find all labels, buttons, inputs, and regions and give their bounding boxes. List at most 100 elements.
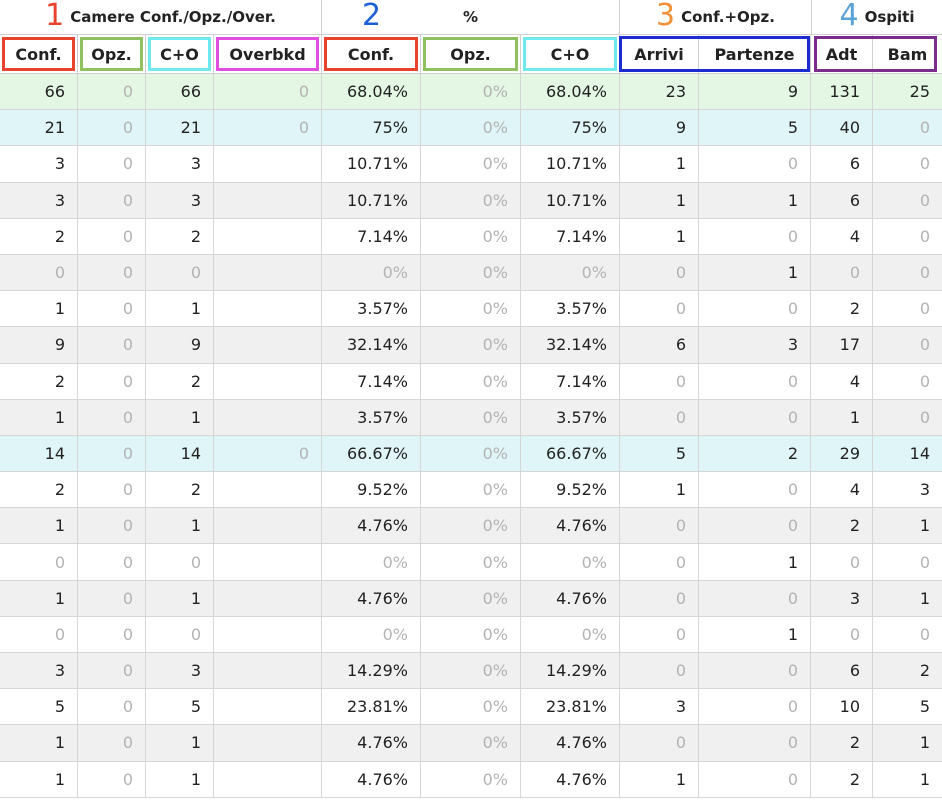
table-row[interactable]: 1 0 1 4.76% 0% 4.76% 0 0 2 1 bbox=[0, 725, 942, 762]
table-cell-bam[interactable]: 1 bbox=[919, 588, 930, 608]
table-cell-adt[interactable]: 131 bbox=[811, 74, 873, 110]
table-cell-co[interactable]: 21 bbox=[146, 110, 214, 146]
table-cell-co[interactable]: 5 bbox=[146, 689, 214, 725]
table-row[interactable]: 14 0 14 0 66.67% 0% 66.67% 5 2 29 14 bbox=[0, 435, 942, 473]
table-cell-bam[interactable]: 0 bbox=[919, 118, 930, 138]
table-cell-bam[interactable]: 0 bbox=[919, 335, 930, 355]
table-cell-bam[interactable]: 0 bbox=[919, 154, 930, 174]
table-cell-partenze[interactable]: 1 bbox=[699, 254, 811, 291]
table-cell-overbkd[interactable] bbox=[214, 689, 322, 725]
table-cell-conf[interactable]: 9 bbox=[0, 327, 78, 363]
table-cell-opz[interactable]: 0 bbox=[78, 725, 146, 761]
table-cell-bam[interactable]: 25 bbox=[909, 82, 930, 102]
table-cell-bam[interactable]: 5 bbox=[919, 697, 930, 717]
table-cell-pconf[interactable]: 4.76% bbox=[322, 761, 421, 797]
table-cell-pconf[interactable]: 66.67% bbox=[322, 435, 421, 472]
table-cell-opz[interactable]: 0 bbox=[78, 689, 146, 725]
table-cell-pco[interactable]: 66.67% bbox=[521, 435, 620, 472]
table-cell-pconf[interactable]: 0% bbox=[322, 544, 421, 580]
table-cell-popz[interactable]: 0% bbox=[421, 544, 521, 580]
table-cell-overbkd[interactable] bbox=[214, 146, 322, 182]
table-cell-popz[interactable]: 0% bbox=[421, 146, 521, 182]
column-header-co[interactable]: C+O bbox=[146, 35, 214, 73]
table-cell-opz[interactable]: 0 bbox=[78, 110, 146, 146]
table-cell-arrivi[interactable]: 1 bbox=[620, 472, 699, 508]
table-cell-opz[interactable]: 0 bbox=[78, 399, 146, 435]
table-cell-overbkd[interactable] bbox=[214, 363, 322, 399]
table-cell-adt[interactable]: 4 bbox=[811, 472, 873, 508]
table-cell-partenze[interactable]: 0 bbox=[699, 291, 811, 327]
table-cell-bam[interactable]: 3 bbox=[919, 480, 930, 500]
table-cell-conf[interactable]: 1 bbox=[0, 761, 78, 797]
table-cell-partenze[interactable]: 2 bbox=[699, 435, 811, 472]
table-cell-conf[interactable]: 0 bbox=[0, 544, 78, 580]
table-cell-conf[interactable]: 2 bbox=[0, 363, 78, 399]
table-cell-overbkd[interactable] bbox=[214, 616, 322, 652]
table-cell-opz[interactable]: 0 bbox=[78, 435, 146, 472]
table-cell-partenze[interactable]: 0 bbox=[699, 363, 811, 399]
table-cell-conf[interactable]: 0 bbox=[0, 254, 78, 291]
table-cell-arrivi[interactable]: 23 bbox=[620, 74, 699, 110]
table-cell-pco[interactable]: 4.76% bbox=[521, 761, 620, 797]
table-cell-pco[interactable]: 4.76% bbox=[521, 508, 620, 544]
table-cell-co[interactable]: 0 bbox=[146, 544, 214, 580]
column-header-popz[interactable]: Opz. bbox=[421, 35, 521, 73]
table-cell-overbkd[interactable] bbox=[214, 291, 322, 327]
table-cell-co[interactable]: 0 bbox=[146, 616, 214, 652]
table-cell-co[interactable]: 2 bbox=[146, 472, 214, 508]
table-cell-bam[interactable]: 0 bbox=[919, 624, 930, 644]
table-cell-arrivi[interactable]: 0 bbox=[620, 291, 699, 327]
table-row[interactable]: 5 0 5 23.81% 0% 23.81% 3 0 10 5 bbox=[0, 689, 942, 726]
table-cell-partenze[interactable]: 0 bbox=[699, 472, 811, 508]
table-cell-adt[interactable]: 4 bbox=[811, 218, 873, 254]
table-row[interactable]: 1 0 1 4.76% 0% 4.76% 0 0 2 1 bbox=[0, 508, 942, 545]
table-cell-partenze[interactable]: 9 bbox=[699, 74, 811, 110]
table-cell-arrivi[interactable]: 0 bbox=[620, 399, 699, 435]
table-cell-adt[interactable]: 0 bbox=[811, 254, 873, 291]
table-cell-partenze[interactable]: 1 bbox=[699, 182, 811, 218]
table-cell-overbkd[interactable] bbox=[214, 544, 322, 580]
table-row[interactable]: 66 0 66 0 68.04% 0% 68.04% 23 9 131 25 bbox=[0, 74, 942, 111]
table-cell-partenze[interactable]: 0 bbox=[699, 761, 811, 797]
table-cell-adt[interactable]: 4 bbox=[811, 363, 873, 399]
table-cell-arrivi[interactable]: 5 bbox=[620, 435, 699, 472]
table-cell-pconf[interactable]: 7.14% bbox=[322, 363, 421, 399]
table-cell-popz[interactable]: 0% bbox=[421, 508, 521, 544]
table-cell-arrivi[interactable]: 0 bbox=[620, 580, 699, 616]
table-cell-opz[interactable]: 0 bbox=[78, 182, 146, 218]
table-cell-overbkd[interactable] bbox=[214, 508, 322, 544]
table-cell-popz[interactable]: 0% bbox=[421, 616, 521, 652]
table-row[interactable]: 1 0 1 4.76% 0% 4.76% 1 0 2 1 bbox=[0, 761, 942, 798]
table-cell-co[interactable]: 1 bbox=[146, 761, 214, 797]
table-cell-overbkd[interactable]: 0 bbox=[214, 74, 322, 110]
table-cell-partenze[interactable]: 0 bbox=[699, 508, 811, 544]
table-cell-pco[interactable]: 9.52% bbox=[521, 472, 620, 508]
table-cell-adt[interactable]: 10 bbox=[811, 689, 873, 725]
table-cell-partenze[interactable]: 0 bbox=[699, 580, 811, 616]
table-cell-co[interactable]: 9 bbox=[146, 327, 214, 363]
table-cell-bam[interactable]: 0 bbox=[919, 407, 930, 427]
table-cell-conf[interactable]: 2 bbox=[0, 218, 78, 254]
table-cell-co[interactable]: 66 bbox=[146, 74, 214, 110]
table-cell-co[interactable]: 3 bbox=[146, 146, 214, 182]
table-cell-conf[interactable]: 5 bbox=[0, 689, 78, 725]
table-cell-partenze[interactable]: 5 bbox=[699, 110, 811, 146]
table-cell-pconf[interactable]: 75% bbox=[322, 110, 421, 146]
table-cell-overbkd[interactable] bbox=[214, 580, 322, 616]
table-cell-pco[interactable]: 23.81% bbox=[521, 689, 620, 725]
table-cell-overbkd[interactable]: 0 bbox=[214, 435, 322, 472]
table-cell-overbkd[interactable] bbox=[214, 761, 322, 797]
table-cell-popz[interactable]: 0% bbox=[421, 689, 521, 725]
table-cell-popz[interactable]: 0% bbox=[421, 327, 521, 363]
table-cell-arrivi[interactable]: 0 bbox=[620, 616, 699, 652]
table-cell-conf[interactable]: 3 bbox=[0, 653, 78, 689]
table-cell-opz[interactable]: 0 bbox=[78, 653, 146, 689]
table-cell-conf[interactable]: 1 bbox=[0, 399, 78, 435]
table-cell-popz[interactable]: 0% bbox=[421, 110, 521, 146]
table-cell-pconf[interactable]: 9.52% bbox=[322, 472, 421, 508]
table-cell-popz[interactable]: 0% bbox=[421, 363, 521, 399]
table-cell-popz[interactable]: 0% bbox=[421, 761, 521, 797]
table-cell-conf[interactable]: 1 bbox=[0, 725, 78, 761]
table-cell-overbkd[interactable] bbox=[214, 653, 322, 689]
table-cell-arrivi[interactable]: 0 bbox=[620, 653, 699, 689]
